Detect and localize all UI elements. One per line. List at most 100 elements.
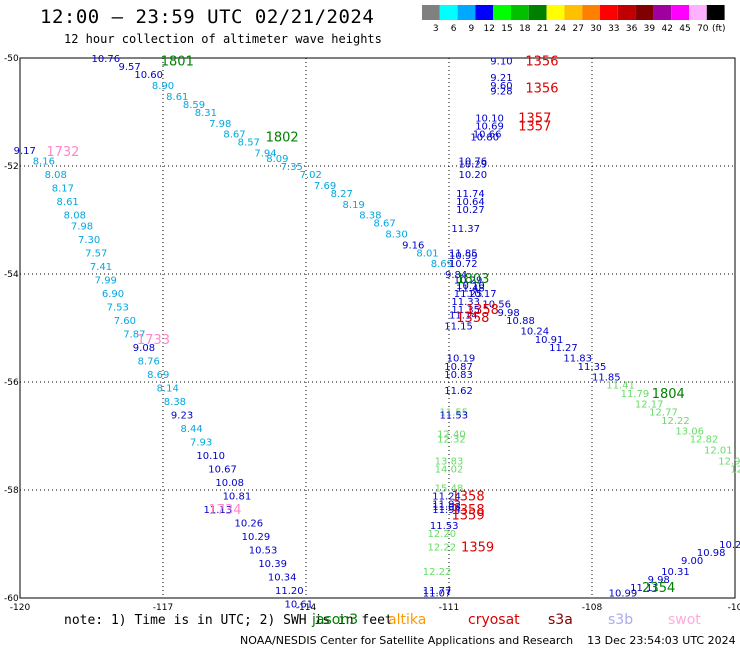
page-title: 12:00 – 23:59 UTC 02/21/2024 <box>40 6 375 28</box>
swh-value: 12.77 <box>649 408 678 419</box>
swh-value: 7.30 <box>78 235 100 246</box>
swh-value: 12.22 <box>428 543 457 554</box>
legend-label: 70 <box>697 24 709 34</box>
legend-label: 18 <box>519 24 531 34</box>
legend-swatch <box>546 5 565 20</box>
swh-value: 11.74 <box>456 189 485 200</box>
swh-value: 7.93 <box>190 437 212 448</box>
legend-label: 9 <box>469 24 475 34</box>
swh-value: 8.31 <box>195 108 217 119</box>
swh-value: 10.88 <box>506 316 535 327</box>
pass-time-label: 1356 <box>525 55 558 70</box>
swh-value: 12.40 <box>437 429 466 440</box>
pass-time-label: 1358 <box>452 489 485 504</box>
swh-value: 10.10 <box>196 451 225 462</box>
swh-value: 8.76 <box>138 356 160 367</box>
swh-value: 10.39 <box>258 559 287 570</box>
legend-swatch <box>457 5 476 20</box>
swh-value: 11.25 <box>454 289 483 300</box>
swh-value: 8.69 <box>431 259 453 270</box>
swh-value: 10.83 <box>444 370 473 381</box>
swh-value: 8.67 <box>374 219 396 230</box>
swh-value: 6.90 <box>102 289 124 300</box>
swh-value: 8.57 <box>238 138 260 149</box>
legend-swatch <box>493 5 511 20</box>
footer-note: note: 1) Time is in UTC; 2) SWH is in fe… <box>64 613 393 628</box>
swh-value: 11.83 <box>563 354 592 365</box>
swh-value: 8.17 <box>52 184 74 195</box>
map-frame <box>19 57 736 599</box>
swh-value: 11.33 <box>451 297 480 308</box>
swh-value: 10.29 <box>242 532 271 543</box>
legend-swatch <box>617 5 636 20</box>
legend-unit: (ft) <box>712 24 726 34</box>
swh-value: 10.87 <box>444 362 473 373</box>
swh-value: 9.98 <box>648 575 670 586</box>
swh-value: 11.35 <box>578 362 607 373</box>
swh-value: 11.07 <box>423 589 452 600</box>
swh-value: 10.29 <box>459 159 488 170</box>
swh-value: 9.98 <box>497 308 519 319</box>
legend-label: 24 <box>555 24 567 34</box>
lon-tick-label: -120 <box>10 603 31 612</box>
legend-swatch <box>600 5 618 20</box>
legend-swatch <box>475 5 494 20</box>
swh-value: 11.92 <box>432 500 461 511</box>
swh-value: 12.17 <box>635 400 664 411</box>
legend-swatch <box>671 5 689 20</box>
swh-value: 7.98 <box>209 119 231 130</box>
swh-value: 10.76 <box>91 54 120 65</box>
legend-label: 27 <box>572 24 583 34</box>
lat-tick-label: -56 <box>4 378 19 388</box>
swh-value: 11.20 <box>275 586 304 597</box>
swh-value: 8.67 <box>223 130 245 141</box>
swh-value: 11.15 <box>444 321 473 332</box>
swh-value: 11.35 <box>451 305 480 316</box>
swh-value: 8.44 <box>180 424 202 435</box>
swh-value: 11.77 <box>423 586 452 597</box>
swh-value: 9.60 <box>490 81 512 92</box>
pass-time-label: 1802 <box>266 130 299 145</box>
legend-swatch <box>582 5 600 20</box>
wave-height-map: -120 -117 -114 -111 -108 -10 -50 -52 -54 -56 -58 -6… <box>4 54 740 612</box>
swh-value: 10.69 <box>475 122 504 133</box>
swh-value: 12.32 <box>437 435 466 446</box>
swh-value: 12.82 <box>690 435 719 446</box>
legend-label: 15 <box>501 24 512 34</box>
pass-time-label: 2354 <box>642 581 675 596</box>
swh-value: 9.23 <box>171 410 193 421</box>
satellite-name-2: cryosat <box>468 612 520 628</box>
swh-value: 9.17 <box>14 146 36 157</box>
pass-time-label: 1359 <box>452 508 485 523</box>
pass-time-label: 1803 <box>456 272 489 287</box>
swh-value: 10.31 <box>661 567 690 578</box>
swh-value: 12.90 <box>718 456 740 467</box>
swh-value: 8.61 <box>166 92 188 103</box>
lon-tick-label: -10 <box>728 603 740 612</box>
swh-value: 11.13 <box>203 505 232 516</box>
swh-value: 11.79 <box>621 389 650 400</box>
lat-tick-label: -60 <box>4 594 19 604</box>
swh-value: 10.61 <box>285 599 314 610</box>
swh-value: 10.91 <box>535 335 564 346</box>
swh-value: 9.10 <box>490 57 512 68</box>
swh-value: 11.53 <box>439 410 468 421</box>
swh-value: 8.38 <box>164 397 186 408</box>
swh-value: 8.59 <box>183 100 205 111</box>
swh-value: 9.84 <box>445 270 467 281</box>
swh-value: 10.2 <box>719 540 740 551</box>
swh-value: 10.27 <box>456 205 485 216</box>
swh-value: 7.35 <box>281 162 303 173</box>
lat-tick-label: -58 <box>4 486 19 496</box>
satellite-name-4: s3b <box>608 612 634 628</box>
swh-value: 10.24 <box>520 327 549 338</box>
swh-value: 7.60 <box>114 316 136 327</box>
swh-value: 8.90 <box>152 81 174 92</box>
swh-value: 11.53 <box>430 521 459 532</box>
swh-value: 9.21 <box>490 73 512 84</box>
swh-value: 12.97 <box>730 464 740 475</box>
legend-swatch <box>511 5 529 20</box>
swh-value: 7.41 <box>90 262 112 273</box>
legend-swatch <box>689 5 707 20</box>
pass-time-label: 1358 <box>452 503 485 518</box>
